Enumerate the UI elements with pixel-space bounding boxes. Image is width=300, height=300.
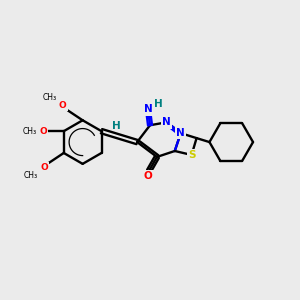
Text: CH₃: CH₃ xyxy=(24,171,38,180)
Text: O: O xyxy=(39,127,47,136)
Text: H: H xyxy=(112,121,121,131)
Text: O: O xyxy=(144,171,152,181)
Text: N: N xyxy=(176,128,185,138)
Text: S: S xyxy=(188,150,195,160)
Text: N: N xyxy=(163,117,171,127)
Text: O: O xyxy=(40,163,48,172)
Text: CH₃: CH₃ xyxy=(43,93,57,102)
Text: N: N xyxy=(163,117,171,127)
Text: N: N xyxy=(144,104,152,114)
Text: N: N xyxy=(176,128,185,138)
Text: CH₃: CH₃ xyxy=(23,127,37,136)
Text: S: S xyxy=(188,150,195,160)
Text: O: O xyxy=(144,171,152,181)
Text: H: H xyxy=(154,99,162,110)
Text: N: N xyxy=(144,104,152,114)
Text: O: O xyxy=(59,101,67,110)
